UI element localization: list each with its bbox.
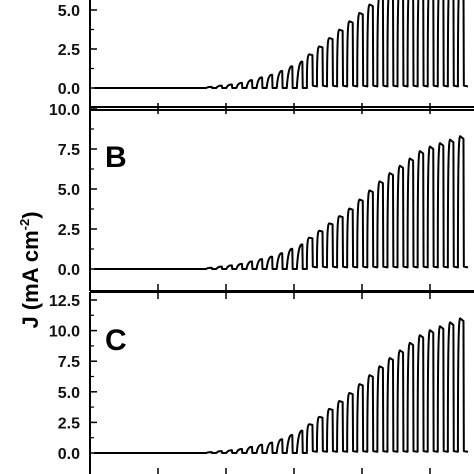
- panel-c: 0.0 2.5 5.0 7.5 10.0 12.5 C: [49, 291, 474, 474]
- y-tick-label: 0.0: [58, 81, 80, 98]
- panel-a: 0.0 2.5 5.0: [58, 0, 474, 111]
- y-tick-label: 5.0: [58, 385, 80, 402]
- y-axis-label: J (mA cm-2): [17, 211, 43, 328]
- y-axis-label-close: ): [18, 211, 43, 218]
- photocurrent-series-line: [94, 135, 469, 270]
- y-tick-label: 2.5: [58, 415, 80, 432]
- y-tick-label: 12.5: [49, 293, 80, 310]
- y-tick-label: 0.0: [58, 262, 80, 279]
- y-axis-label-superscript: -2: [17, 219, 32, 231]
- y-tick-label: 2.5: [58, 222, 80, 239]
- y-tick-label: 10.0: [49, 102, 80, 119]
- y-axis-label-main: J (mA cm: [18, 230, 43, 328]
- y-tick-label: 7.5: [58, 142, 80, 159]
- panel-letter: C: [105, 324, 127, 357]
- y-tick-label: 0.0: [58, 446, 80, 463]
- y-tick-label: 2.5: [58, 42, 80, 59]
- panel-b: 0.0 2.5 5.0 7.5 10.0 B: [49, 102, 474, 292]
- svg-text:J (mA cm-2): J (mA cm-2): [17, 211, 43, 328]
- photocurrent-series-line: [94, 317, 469, 454]
- y-tick-label: 5.0: [58, 3, 80, 20]
- y-tick-label: 5.0: [58, 182, 80, 199]
- y-tick-label: 7.5: [58, 354, 80, 371]
- y-tick-label: 10.0: [49, 324, 80, 341]
- photocurrent-series-line: [94, 0, 469, 89]
- panel-letter: B: [105, 141, 127, 174]
